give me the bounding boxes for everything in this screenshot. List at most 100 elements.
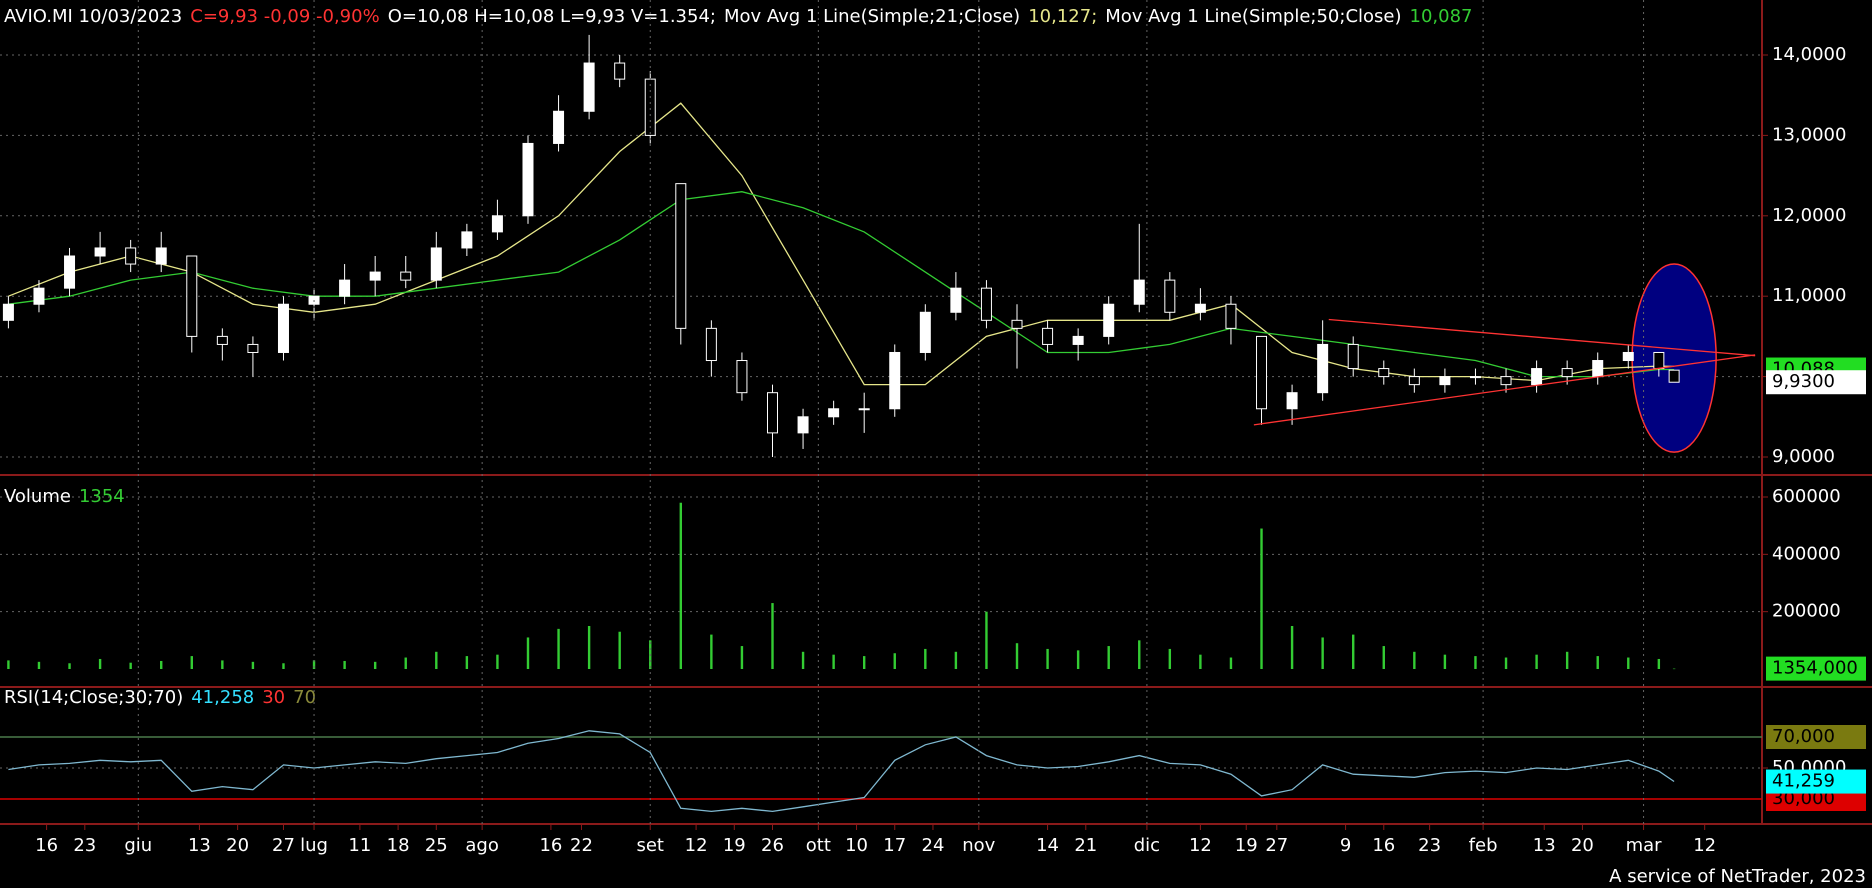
candle-body	[797, 416, 809, 434]
y-tick-label: 12,0000	[1772, 205, 1846, 226]
candle-body	[247, 343, 259, 353]
candle-body	[2, 303, 14, 321]
x-tick-label: lug	[300, 835, 328, 856]
volume-bar	[1535, 654, 1538, 669]
x-tick-label: set	[636, 835, 664, 856]
x-tick-label: 9	[1340, 835, 1351, 856]
volume-bar	[1076, 650, 1080, 669]
x-tick-label: feb	[1469, 835, 1498, 856]
candle-body	[1347, 343, 1359, 370]
volume-bar	[190, 656, 193, 669]
volume-bar	[924, 648, 927, 669]
candle-body	[1011, 319, 1023, 329]
x-tick-label: 20	[226, 835, 249, 856]
trend-line	[1253, 354, 1756, 426]
candle-body	[1378, 368, 1390, 378]
candle-body	[736, 360, 748, 394]
volume-bar	[37, 661, 41, 669]
level-box	[1766, 725, 1866, 749]
volume-bar	[679, 502, 683, 669]
volume-bar	[1229, 657, 1233, 669]
x-tick-label: 27	[1265, 835, 1288, 856]
x-tick-label: 26	[761, 835, 784, 856]
volume-bar	[1627, 657, 1630, 669]
candle-body	[400, 271, 412, 281]
panel-header: AVIO.MI 10/03/2023 C=9,93 -0,09 -0,90% O=1…	[4, 6, 1473, 27]
candle-body	[155, 247, 167, 265]
volume-bar	[1321, 637, 1324, 669]
volume-bar	[832, 654, 835, 669]
candle-body	[369, 271, 381, 281]
candle-body	[125, 247, 137, 265]
volume-bar	[954, 651, 958, 669]
volume-bar	[1168, 648, 1172, 669]
candle-body	[1622, 351, 1634, 362]
volume-bar	[1260, 528, 1263, 669]
candle-body	[1500, 376, 1512, 386]
x-tick-label: 14	[1036, 835, 1059, 856]
x-tick-label: dic	[1134, 835, 1160, 856]
x-tick-label: 18	[387, 835, 410, 856]
header-part: RSI(14;Close;30;70)	[4, 687, 183, 708]
volume-bar	[373, 661, 377, 669]
candle-body	[64, 255, 76, 289]
candle-body	[1256, 335, 1268, 410]
volume-bar	[160, 660, 163, 669]
candle-body	[1072, 335, 1084, 345]
volume-bar	[1352, 634, 1355, 669]
panel-header: Volume 1354	[4, 486, 125, 507]
header-part: 10,127;	[1028, 6, 1097, 27]
volume-bar	[435, 651, 438, 669]
header-part: C=9,93 -0,09 -0,90%	[190, 6, 379, 27]
volume-bar	[557, 628, 560, 669]
x-tick-label: 23	[73, 835, 96, 856]
volume-bar	[1672, 668, 1676, 670]
candle-body	[461, 231, 473, 249]
x-tick-label: 12	[1693, 835, 1716, 856]
x-tick-label: 10	[845, 835, 868, 856]
header-part: AVIO.MI 10/03/2023	[4, 6, 182, 27]
x-tick-label: 13	[1533, 835, 1556, 856]
volume-bar	[129, 662, 132, 669]
candle-body	[1653, 351, 1665, 370]
candle-body	[553, 110, 565, 144]
candle-body	[1103, 303, 1115, 337]
x-tick-label: ago	[465, 835, 498, 856]
header-part: 41,258	[191, 687, 254, 708]
candle-body	[33, 287, 45, 305]
volume-bar	[893, 653, 896, 669]
candle-body	[950, 287, 962, 313]
candle-body	[705, 327, 717, 362]
volume-bar	[1474, 656, 1477, 669]
candle-body	[491, 215, 503, 233]
candle-body	[186, 255, 198, 337]
y-tick-label: 13,0000	[1772, 124, 1846, 145]
last-value-label: 9,9300	[1772, 371, 1835, 392]
moving-average-line	[8, 102, 1675, 386]
volume-bar	[496, 654, 499, 669]
candle-body	[1469, 376, 1481, 379]
candle-body	[1668, 369, 1680, 383]
volume-bar	[1015, 643, 1019, 669]
panel-header: RSI(14;Close;30;70) 41,258 30 70	[4, 687, 316, 708]
volume-bar	[7, 660, 10, 669]
y-tick-label: 14,0000	[1772, 44, 1846, 65]
x-tick-label: 23	[1418, 835, 1441, 856]
x-tick-label: 24	[922, 835, 945, 856]
candle-body	[1408, 376, 1420, 386]
candle-body	[1225, 303, 1237, 329]
volume-bar	[801, 651, 805, 669]
volume-bar	[1107, 646, 1110, 669]
x-tick-label: 13	[188, 835, 211, 856]
candle-body	[828, 408, 840, 418]
candle-body	[1133, 279, 1145, 305]
x-tick-label: 19	[723, 835, 746, 856]
y-tick-label: 9,0000	[1772, 446, 1835, 467]
volume-bar	[1443, 654, 1447, 669]
volume-bar	[282, 663, 285, 669]
candle-body	[522, 142, 534, 217]
volume-bar	[526, 637, 530, 669]
candle-body	[1439, 376, 1451, 386]
